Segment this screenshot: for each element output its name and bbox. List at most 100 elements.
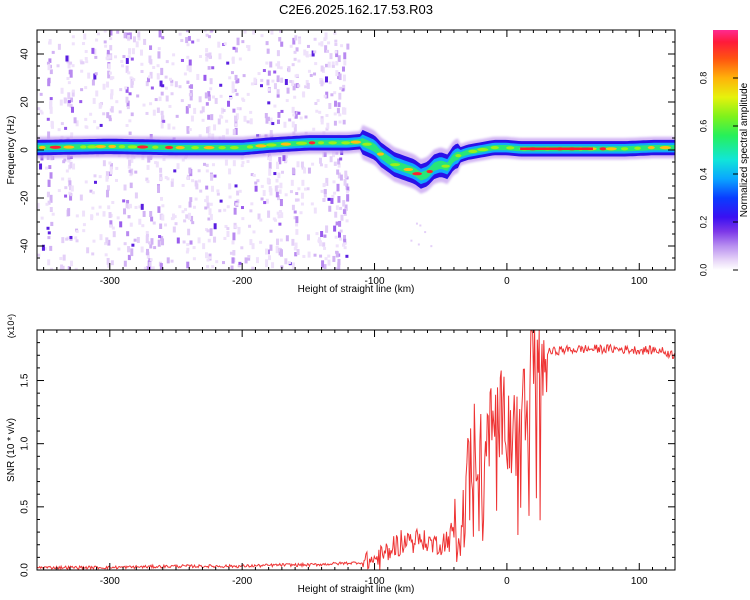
noise-speckle <box>265 259 269 268</box>
noise-speckle <box>149 45 153 50</box>
noise-speckle <box>223 236 227 240</box>
noise-speckle <box>343 246 347 250</box>
ridge-hotspot <box>455 154 462 158</box>
noise-speckle <box>159 177 163 181</box>
noise-speckle <box>304 187 308 191</box>
noise-speckle <box>265 248 269 255</box>
noise-speckle <box>275 63 279 67</box>
noise-speckle <box>202 162 206 166</box>
noise-speckle <box>340 214 344 221</box>
noise-speckle <box>284 193 288 197</box>
noise-speckle <box>213 223 217 230</box>
noise-speckle <box>300 192 304 199</box>
noise-speckle <box>276 89 280 95</box>
noise-speckle <box>188 85 192 89</box>
noise-speckle <box>61 177 65 181</box>
noise-speckle <box>335 244 339 248</box>
noise-speckle <box>158 30 162 38</box>
noise-speckle <box>325 113 329 117</box>
noise-speckle <box>186 243 190 247</box>
noise-speckle <box>84 50 88 54</box>
noise-speckle <box>108 161 112 165</box>
noise-speckle <box>309 53 313 57</box>
noise-speckle <box>262 190 266 197</box>
noise-speckle <box>339 157 343 161</box>
noise-speckle <box>246 92 250 96</box>
noise-speckle <box>157 47 161 51</box>
noise-speckle <box>137 31 141 38</box>
noise-speckle <box>231 240 235 245</box>
x-tick-label: -200 <box>232 276 252 287</box>
noise-speckle <box>125 203 129 209</box>
noise-speckle <box>159 213 163 220</box>
noise-speckle <box>64 186 68 190</box>
noise-speckle <box>108 71 112 75</box>
ridge-hotspot <box>390 163 401 167</box>
noise-speckle <box>81 61 85 65</box>
noise-speckle <box>75 120 79 127</box>
noise-speckle <box>91 206 95 210</box>
noise-speckle <box>128 169 132 173</box>
noise-speckle <box>327 197 331 201</box>
noise-speckle <box>46 226 50 230</box>
noise-speckle <box>92 97 96 104</box>
noise-speckle <box>295 216 299 224</box>
noise-speckle <box>69 193 73 197</box>
noise-speckle <box>286 87 290 94</box>
noise-speckle <box>278 156 282 165</box>
x-tick-label: -300 <box>100 276 120 287</box>
noise-speckle <box>337 102 341 108</box>
noise-speckle <box>65 237 69 241</box>
noise-speckle <box>267 70 271 76</box>
noise-speckle <box>170 79 174 83</box>
noise-speckle <box>184 208 188 212</box>
ridge-hotspot <box>468 149 478 153</box>
noise-speckle <box>188 201 192 208</box>
noise-speckle <box>107 205 111 210</box>
noise-speckle <box>142 210 146 217</box>
noise-speckle <box>295 73 299 77</box>
noise-speckle <box>326 49 330 53</box>
noise-speckle <box>89 112 93 116</box>
noise-speckle <box>197 237 201 244</box>
y-tick-label: 0.5 <box>20 499 31 513</box>
ridge-hotspot <box>362 142 372 146</box>
noise-speckle <box>145 230 149 234</box>
noise-speckle <box>282 155 286 162</box>
noise-speckle <box>180 58 184 62</box>
noise-speckle <box>315 109 319 113</box>
noise-speckle <box>191 221 195 225</box>
y-tick-label: 40 <box>20 48 31 60</box>
noise-speckle <box>313 207 317 214</box>
noise-speckle <box>211 66 215 70</box>
noise-speckle <box>209 228 213 236</box>
noise-speckle <box>112 231 116 238</box>
ridge-hotspot <box>218 146 226 150</box>
noise-speckle <box>322 242 326 247</box>
noise-speckle <box>82 229 86 233</box>
noise-speckle <box>291 167 295 175</box>
noise-speckle <box>113 55 117 59</box>
noise-speckle <box>103 40 107 44</box>
noise-speckle <box>188 64 192 71</box>
noise-speckle <box>252 173 256 177</box>
noise-speckle <box>219 83 223 87</box>
noise-speckle <box>298 36 302 40</box>
noise-speckle <box>182 240 186 244</box>
ridge-hotspot <box>341 141 351 145</box>
noise-speckle <box>320 231 324 238</box>
noise-speckle <box>293 124 297 132</box>
noise-speckle <box>333 120 337 126</box>
x-tick-label: 0 <box>504 576 510 587</box>
noise-speckle <box>343 52 347 60</box>
spectrogram-y-axis: -40 -20 0 20 40 <box>20 29 675 271</box>
noise-speckle <box>71 42 75 46</box>
noise-speckle <box>331 194 335 198</box>
noise-speckle <box>280 265 284 269</box>
noise-speckle <box>259 218 263 222</box>
noise-speckle <box>160 121 164 129</box>
noise-speckle <box>109 163 113 170</box>
noise-speckle <box>74 267 78 270</box>
noise-speckle <box>228 183 232 190</box>
noise-speckle <box>276 50 280 57</box>
